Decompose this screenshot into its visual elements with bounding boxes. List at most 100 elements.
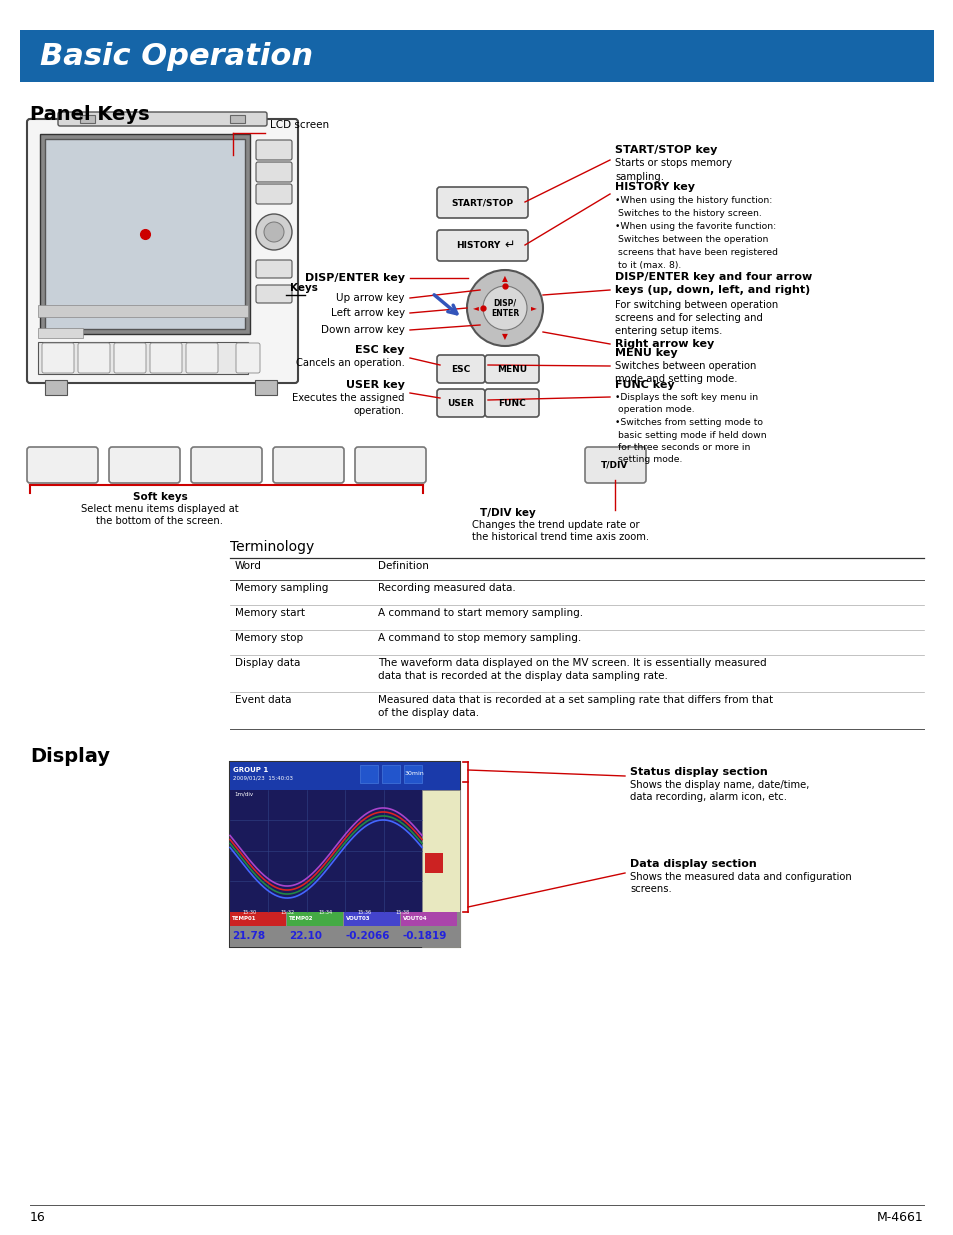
Text: -0.2066: -0.2066 [346, 931, 390, 941]
Text: ▲: ▲ [501, 274, 507, 284]
Text: TEMP02: TEMP02 [289, 916, 314, 921]
Bar [38, 305, 248, 317]
Text: Keys: Keys [290, 283, 317, 293]
FancyBboxPatch shape [27, 447, 98, 483]
Text: Select menu items displayed at: Select menu items displayed at [81, 504, 238, 514]
Text: VOUT03: VOUT03 [346, 916, 370, 921]
Text: operation.: operation. [354, 406, 405, 416]
FancyBboxPatch shape [42, 343, 74, 373]
Text: M-4661: M-4661 [877, 1212, 923, 1224]
Bar [424, 853, 442, 873]
Text: -0.1819: -0.1819 [402, 931, 447, 941]
Text: of the display data.: of the display data. [377, 708, 478, 718]
Text: Event data: Event data [234, 695, 292, 705]
Text: Panel Keys: Panel Keys [30, 105, 150, 124]
Text: Up arrow key: Up arrow key [336, 293, 405, 303]
FancyBboxPatch shape [191, 447, 262, 483]
Text: VOUT04: VOUT04 [402, 916, 427, 921]
Text: 15:30: 15:30 [242, 910, 256, 915]
Text: Terminology: Terminology [230, 540, 314, 555]
FancyBboxPatch shape [255, 184, 292, 204]
Bar [45, 380, 67, 395]
Circle shape [264, 222, 284, 242]
Text: 30min: 30min [405, 772, 424, 777]
FancyBboxPatch shape [255, 162, 292, 182]
Text: HISTORY key: HISTORY key [615, 182, 695, 191]
Text: 22.10: 22.10 [289, 931, 322, 941]
Text: ◄: ◄ [473, 304, 478, 312]
Bar [230, 911, 459, 947]
Bar [230, 762, 459, 790]
Bar [80, 115, 95, 124]
FancyBboxPatch shape [186, 343, 218, 373]
Text: DISP/
ENTER: DISP/ ENTER [491, 299, 518, 317]
Text: HISTORY: HISTORY [456, 241, 499, 249]
Text: Shows the measured data and configuration: Shows the measured data and configuratio… [629, 872, 851, 882]
Text: sampling.: sampling. [615, 172, 663, 182]
Text: Cancels an operation.: Cancels an operation. [295, 358, 405, 368]
Text: Starts or stops memory: Starts or stops memory [615, 158, 731, 168]
FancyBboxPatch shape [78, 343, 110, 373]
Text: Basic Operation: Basic Operation [40, 42, 313, 70]
Bar [230, 762, 459, 947]
Bar [230, 790, 421, 911]
Text: Changes the trend update rate or: Changes the trend update rate or [472, 520, 639, 530]
Text: 21.78: 21.78 [232, 931, 265, 941]
Text: •When using the history function:: •When using the history function: [615, 196, 772, 205]
Bar [400, 911, 456, 926]
Text: Executes the assigned: Executes the assigned [293, 393, 405, 403]
Text: Switches between the operation: Switches between the operation [615, 235, 767, 245]
Bar [403, 764, 421, 783]
Text: Definition: Definition [377, 561, 429, 571]
Bar [230, 115, 245, 124]
Text: Memory stop: Memory stop [234, 634, 303, 643]
Text: USER key: USER key [346, 380, 405, 390]
Text: 1m/div: 1m/div [233, 792, 253, 797]
Text: GROUP 1: GROUP 1 [233, 767, 268, 773]
Text: Recording measured data.: Recording measured data. [377, 583, 516, 593]
Text: FUNC: FUNC [497, 399, 525, 408]
Text: USER: USER [447, 399, 474, 408]
FancyBboxPatch shape [436, 186, 527, 219]
Bar [381, 764, 399, 783]
Text: data recording, alarm icon, etc.: data recording, alarm icon, etc. [629, 792, 786, 802]
Text: Display data: Display data [234, 658, 300, 668]
Text: 15:34: 15:34 [318, 910, 333, 915]
Text: ►: ► [531, 304, 537, 312]
Text: ↵: ↵ [504, 240, 515, 252]
Text: The waveform data displayed on the MV screen. It is essentially measured: The waveform data displayed on the MV sc… [377, 658, 766, 668]
Text: entering setup items.: entering setup items. [615, 326, 721, 336]
Bar [421, 790, 459, 947]
Text: the historical trend time axis zoom.: the historical trend time axis zoom. [472, 532, 648, 542]
Text: 15:38: 15:38 [395, 910, 410, 915]
FancyBboxPatch shape [355, 447, 426, 483]
Text: MENU key: MENU key [615, 348, 677, 358]
Text: screens and for selecting and: screens and for selecting and [615, 312, 762, 324]
Text: ESC key: ESC key [355, 345, 405, 354]
Bar [344, 911, 399, 926]
Text: Switches to the history screen.: Switches to the history screen. [615, 209, 760, 219]
Text: A command to start memory sampling.: A command to start memory sampling. [377, 608, 582, 618]
Text: operation mode.: operation mode. [615, 405, 694, 415]
FancyBboxPatch shape [235, 343, 260, 373]
Text: basic setting mode if held down: basic setting mode if held down [615, 431, 766, 440]
FancyBboxPatch shape [436, 230, 527, 261]
Text: START/STOP key: START/STOP key [615, 144, 717, 156]
Text: ESC: ESC [451, 364, 470, 373]
FancyBboxPatch shape [255, 285, 292, 303]
FancyBboxPatch shape [484, 354, 538, 383]
Bar [38, 329, 83, 338]
Text: 2009/01/23  15:40:03: 2009/01/23 15:40:03 [233, 776, 293, 781]
Text: Down arrow key: Down arrow key [321, 325, 405, 335]
Text: 15:36: 15:36 [357, 910, 371, 915]
Circle shape [467, 270, 542, 346]
Text: screens that have been registered: screens that have been registered [615, 248, 778, 257]
Text: ▼: ▼ [501, 332, 507, 342]
Bar [254, 380, 276, 395]
Text: •When using the favorite function:: •When using the favorite function: [615, 222, 776, 231]
Text: 15:32: 15:32 [280, 910, 294, 915]
Text: Status display section: Status display section [629, 767, 767, 777]
Text: Soft keys: Soft keys [132, 492, 187, 501]
Text: Memory sampling: Memory sampling [234, 583, 328, 593]
FancyBboxPatch shape [113, 343, 146, 373]
